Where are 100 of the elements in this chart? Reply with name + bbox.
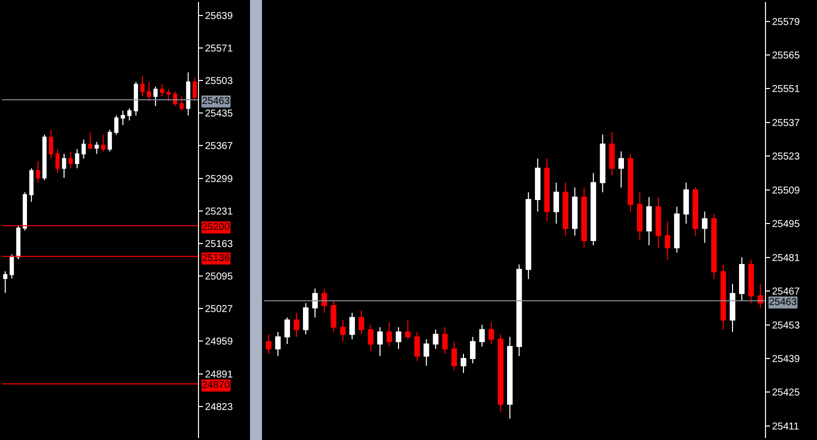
candlestick <box>516 264 522 357</box>
y-tick-label: 25523 <box>772 152 800 163</box>
candlestick <box>526 192 532 280</box>
candlestick <box>702 211 708 244</box>
candlestick <box>534 158 540 212</box>
candlestick <box>42 134 47 181</box>
candlestick <box>414 332 420 362</box>
candlestick <box>75 148 80 169</box>
candlestick <box>294 312 300 338</box>
candlestick <box>609 132 615 176</box>
candlestick <box>451 341 457 372</box>
candlestick <box>581 186 587 248</box>
y-tick-label: 25231 <box>205 206 234 218</box>
candlestick <box>180 96 184 112</box>
candlestick <box>120 110 125 126</box>
candlestick <box>10 254 14 279</box>
candlestick <box>470 336 476 364</box>
candlestick <box>748 259 754 304</box>
candlestick <box>114 115 118 136</box>
candlestick <box>590 172 596 246</box>
candlestick <box>460 353 466 374</box>
candlestick <box>82 139 86 160</box>
candlestick <box>396 326 402 350</box>
y-tick-label: 25481 <box>772 252 800 264</box>
candlestick <box>68 150 73 169</box>
candlestick <box>664 220 670 260</box>
candlestick <box>692 186 698 236</box>
ref-line-label: 24870 <box>202 380 230 391</box>
candlestick <box>88 132 92 150</box>
y-tick-label: 25411 <box>772 421 800 432</box>
y-tick-label: 25435 <box>205 108 234 120</box>
candlestick <box>739 256 745 302</box>
y-tick-label: 25565 <box>772 50 800 62</box>
candlestick <box>562 182 568 236</box>
candlestick <box>432 329 438 350</box>
candlestick <box>340 319 346 342</box>
candlestick <box>127 108 132 121</box>
candlestick <box>153 86 158 106</box>
y-tick-label: 25453 <box>772 320 800 332</box>
ref-line-label: 25136 <box>202 253 230 264</box>
candlestick <box>62 153 66 178</box>
candlestick <box>108 129 112 152</box>
candlestick <box>368 324 374 352</box>
candlestick <box>186 72 190 116</box>
y-tick-label: 25163 <box>205 238 234 250</box>
y-tick-label: 25537 <box>772 118 800 129</box>
y-tick-label: 25095 <box>205 272 234 283</box>
candlestick <box>166 88 171 102</box>
candlestick <box>507 336 513 420</box>
ref-line-label: 25463 <box>202 96 230 107</box>
candlestick <box>101 134 106 152</box>
y-tick-label: 24823 <box>205 402 234 413</box>
y-tick-label: 25367 <box>205 141 234 152</box>
candlestick <box>36 160 40 184</box>
candlestick <box>29 168 34 202</box>
candlestick <box>479 324 485 347</box>
candlestick <box>498 334 504 412</box>
y-tick-label: 25509 <box>772 185 800 196</box>
candlestick <box>16 225 20 260</box>
candlestick <box>160 84 164 97</box>
candlestick <box>656 196 662 248</box>
ref-line-label: 25463 <box>769 297 798 308</box>
candlestick <box>730 283 736 333</box>
y-tick-label: 25639 <box>205 10 234 22</box>
candlestick <box>302 302 309 335</box>
candlestick <box>140 76 145 97</box>
candlestick <box>711 213 717 280</box>
y-tick-label: 25299 <box>205 174 234 185</box>
candlestick <box>618 150 624 188</box>
candlestick <box>349 312 355 340</box>
candlestick <box>386 322 392 347</box>
y-tick-label: 25027 <box>205 304 234 316</box>
candlestick <box>646 196 652 246</box>
candlestick <box>683 182 689 224</box>
candlestick <box>192 76 197 102</box>
y-tick-label: 25495 <box>772 219 800 230</box>
y-tick-label: 25571 <box>205 44 234 54</box>
y-tick-label: 25551 <box>772 84 800 96</box>
candlestick <box>322 288 328 314</box>
candlestick <box>720 264 726 330</box>
candlestick <box>544 158 550 222</box>
y-tick-label: 24891 <box>205 369 234 380</box>
candlestick <box>48 129 54 160</box>
y-tick-label: 25503 <box>205 76 234 88</box>
candlestick <box>600 134 606 193</box>
candlestick <box>275 332 281 357</box>
candlestick <box>94 141 99 154</box>
candlestick <box>553 182 560 224</box>
candlestick <box>442 326 448 354</box>
candlestick <box>55 148 60 174</box>
candlestick <box>628 153 634 212</box>
ref-line-label: 25200 <box>202 222 230 233</box>
candlestick <box>636 192 643 241</box>
candlestick <box>284 317 290 345</box>
y-tick-label: 25467 <box>772 286 800 298</box>
y-tick-label: 24959 <box>205 336 234 348</box>
y-tick-label: 25579 <box>772 16 800 28</box>
candlestick <box>405 319 411 340</box>
candlestick <box>3 270 8 294</box>
candlestick <box>146 82 152 102</box>
